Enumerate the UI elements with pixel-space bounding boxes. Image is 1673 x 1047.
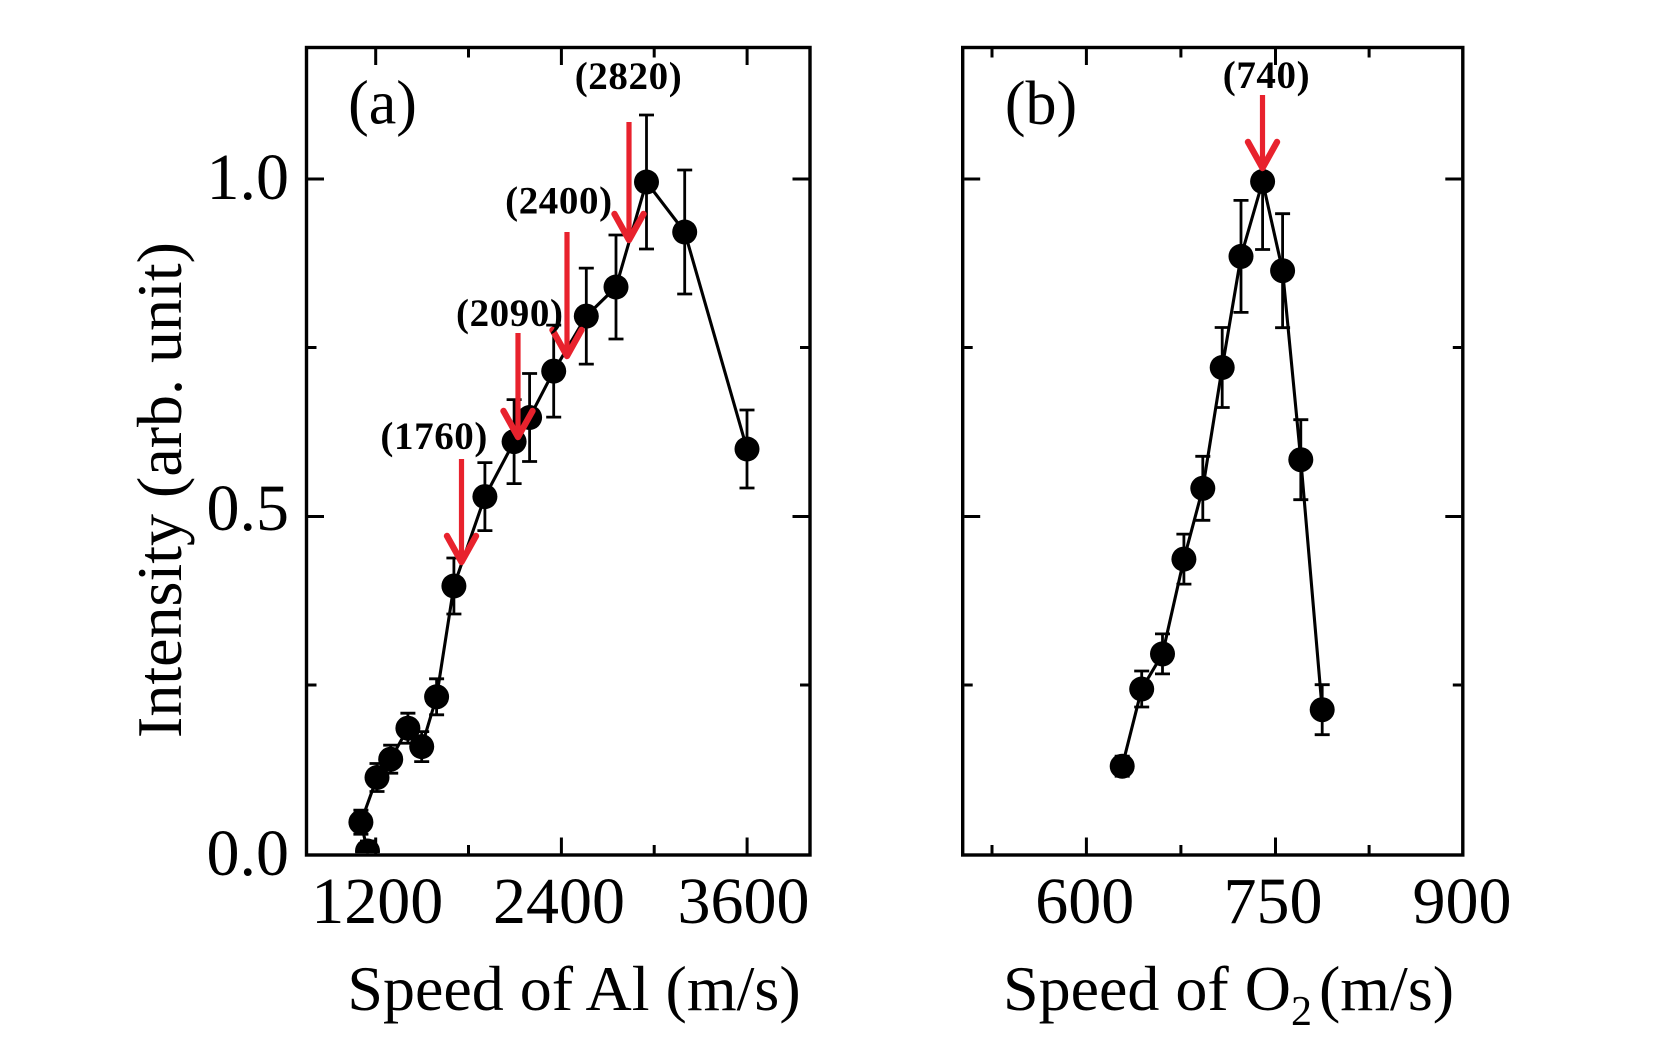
svg-text:(740): (740) <box>1223 54 1310 97</box>
svg-text:Intensity (arb. unit): Intensity (arb. unit) <box>124 242 195 738</box>
svg-text:0.5: 0.5 <box>207 472 290 545</box>
svg-text:3600: 3600 <box>678 865 810 938</box>
svg-text:Speed of O2(m/s): Speed of O2 (m/s) <box>1003 953 1454 1035</box>
svg-text:(b): (b) <box>1005 70 1077 138</box>
svg-text:(2090): (2090) <box>456 292 564 335</box>
svg-text:750: 750 <box>1224 865 1323 938</box>
svg-text:Speed of Al (m/s): Speed of Al (m/s) <box>347 953 800 1024</box>
svg-text:2400: 2400 <box>493 865 625 938</box>
svg-text:600: 600 <box>1035 865 1134 938</box>
svg-text:900: 900 <box>1413 865 1512 938</box>
svg-text:(2400): (2400) <box>505 180 613 223</box>
svg-text:(1760): (1760) <box>380 415 488 458</box>
svg-text:(2820): (2820) <box>575 55 683 98</box>
svg-text:1.0: 1.0 <box>207 141 290 214</box>
svg-text:(a): (a) <box>348 70 417 138</box>
svg-text:0.0: 0.0 <box>207 817 290 890</box>
svg-text:1200: 1200 <box>311 865 443 938</box>
